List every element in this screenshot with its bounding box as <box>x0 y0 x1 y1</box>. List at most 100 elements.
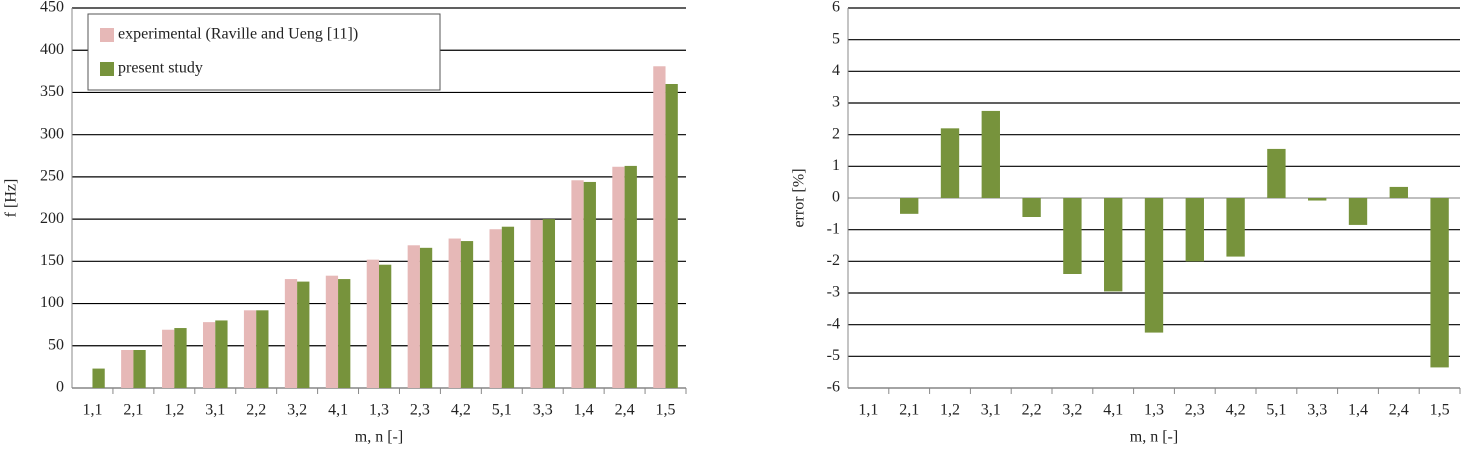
legend-swatch <box>100 62 114 76</box>
x-tick-label: 4,1 <box>328 402 348 419</box>
bar <box>489 229 502 388</box>
bar <box>202 322 216 388</box>
x-tick-label: 1,1 <box>82 402 102 419</box>
bar <box>653 66 666 389</box>
bar <box>284 279 298 388</box>
x-tick-label: 2,1 <box>899 402 919 419</box>
y-tick-label: 400 <box>40 41 64 58</box>
bar <box>1185 198 1204 262</box>
x-tick-label: 1,3 <box>369 402 389 419</box>
bar <box>1144 198 1164 333</box>
x-tick-label: 2,4 <box>1389 402 1409 419</box>
y-tick-label: -5 <box>827 347 840 364</box>
y-tick-label: 300 <box>40 125 64 142</box>
x-axis-label: m, n [-] <box>355 429 403 446</box>
bar <box>325 275 339 388</box>
bar <box>407 245 420 388</box>
bar <box>940 128 960 198</box>
y-tick-label: -1 <box>827 220 840 237</box>
bar <box>1226 198 1245 257</box>
x-tick-label: 1,5 <box>1430 402 1450 419</box>
y-tick-label: 0 <box>832 189 840 206</box>
y-tick-label: 2 <box>832 125 840 142</box>
bar <box>1267 148 1286 198</box>
x-tick-label: 2,4 <box>615 402 635 419</box>
y-tick-label: -4 <box>827 315 840 332</box>
bar <box>571 180 584 388</box>
x-tick-label: 1,2 <box>940 402 960 419</box>
y-tick-label: 150 <box>40 252 64 269</box>
y-tick-label: 5 <box>832 30 840 47</box>
bar <box>215 320 228 388</box>
x-tick-label: 5,1 <box>492 402 512 419</box>
bar <box>624 165 637 388</box>
bar <box>1430 198 1449 368</box>
bar <box>1308 198 1327 201</box>
y-tick-label: 200 <box>40 210 64 227</box>
bar <box>379 264 392 388</box>
x-tick-label: 1,2 <box>164 402 184 419</box>
x-tick-label: 2,1 <box>123 402 143 419</box>
bar <box>530 219 543 388</box>
bar <box>174 328 187 388</box>
x-tick-label: 2,3 <box>1185 402 1205 419</box>
bar <box>1389 186 1408 198</box>
x-tick-label: 3,1 <box>205 402 225 419</box>
bar <box>612 166 625 388</box>
bar <box>665 84 678 388</box>
bar <box>92 368 105 388</box>
x-tick-label: 3,1 <box>981 402 1001 419</box>
y-tick-label: 3 <box>832 94 840 111</box>
x-tick-label: 4,1 <box>1103 402 1123 419</box>
bar <box>542 219 556 388</box>
y-tick-label: 6 <box>832 0 840 16</box>
x-tick-label: 1,1 <box>858 402 878 419</box>
y-tick-label: 50 <box>48 336 64 353</box>
legend-label: experimental (Raville and Ueng [11]) <box>118 26 358 43</box>
x-tick-label: 1,5 <box>656 402 676 419</box>
y-tick-label: 1 <box>832 157 840 174</box>
y-tick-label: 100 <box>40 294 64 311</box>
bar <box>1022 198 1041 217</box>
x-tick-label: 3,3 <box>533 402 553 419</box>
y-tick-label: 0 <box>56 379 64 396</box>
bar <box>121 350 134 388</box>
y-tick-label: -2 <box>827 252 840 269</box>
legend-box <box>87 13 441 91</box>
bar <box>501 226 515 388</box>
bar <box>1104 198 1123 292</box>
x-tick-label: 3,2 <box>1062 402 1082 419</box>
bar <box>133 350 146 388</box>
legend-swatch <box>100 28 114 42</box>
y-tick-label: 350 <box>40 83 64 100</box>
bar <box>162 329 175 388</box>
bar <box>366 259 379 388</box>
x-tick-label: 2,2 <box>1022 402 1042 419</box>
bar <box>297 281 310 388</box>
bar <box>981 110 1000 198</box>
legend-label: present study <box>118 60 203 77</box>
x-tick-label: 1,4 <box>1348 402 1368 419</box>
x-axis-label: m, n [-] <box>1130 429 1178 446</box>
y-axis-label: error [%] <box>791 168 808 227</box>
y-tick-label: 450 <box>40 0 64 16</box>
y-axis-label: f [Hz] <box>3 179 20 218</box>
y-tick-label: 4 <box>832 62 840 79</box>
bar <box>900 198 919 214</box>
x-tick-label: 3,3 <box>1307 402 1327 419</box>
bar <box>460 241 474 388</box>
bar <box>448 238 461 388</box>
bar <box>1063 198 1082 274</box>
bar <box>256 310 269 388</box>
x-tick-label: 2,2 <box>246 402 266 419</box>
y-tick-label: 250 <box>40 168 64 185</box>
y-tick-label: -6 <box>827 379 840 396</box>
x-tick-label: 5,1 <box>1266 402 1286 419</box>
bar <box>583 181 596 388</box>
bar <box>338 279 351 388</box>
x-tick-label: 4,2 <box>1226 402 1246 419</box>
bar <box>419 247 433 388</box>
bar <box>243 310 257 388</box>
x-tick-label: 4,2 <box>451 402 471 419</box>
